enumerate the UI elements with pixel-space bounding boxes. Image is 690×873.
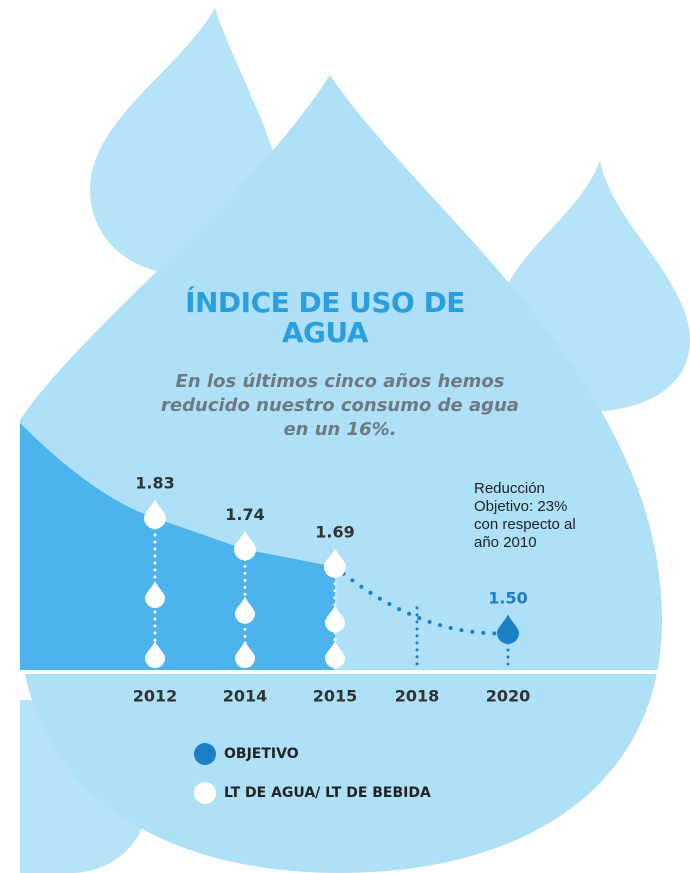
point [324,548,346,578]
x-tick-label: 2015 [313,687,358,706]
deco-drop [235,641,255,668]
x-tick-label: 2020 [486,687,531,706]
x-tick-label: 2012 [133,687,178,706]
area [20,423,335,670]
deco-drop [145,581,165,608]
x-tick-label: 2014 [223,687,268,706]
title: ÍNDICE DE USO DE AGUA [185,286,465,349]
legend-swatch [194,782,216,804]
annotation: Reducción Objetivo: 23% con respecto al … [474,480,576,551]
point [234,530,256,561]
deco-drop [325,605,345,633]
value-label: 1.69 [315,522,354,541]
subtitle: En los últimos cinco años hemos reducido… [161,371,519,440]
value-label: 1.74 [225,505,264,524]
value-label: 1.83 [135,474,174,493]
point [144,499,166,529]
value-label: 1.50 [488,589,527,608]
deco-drop [325,641,345,668]
x-tick-label: 2018 [395,687,440,706]
point [497,614,519,644]
deco-drop [235,596,255,624]
baseline-band [20,670,662,674]
legend-label: OBJETIVO [224,746,299,762]
deco-drop [145,641,165,668]
legend-label: LT DE AGUA/ LT DE BEBIDA [224,785,431,801]
legend-swatch [194,743,216,765]
